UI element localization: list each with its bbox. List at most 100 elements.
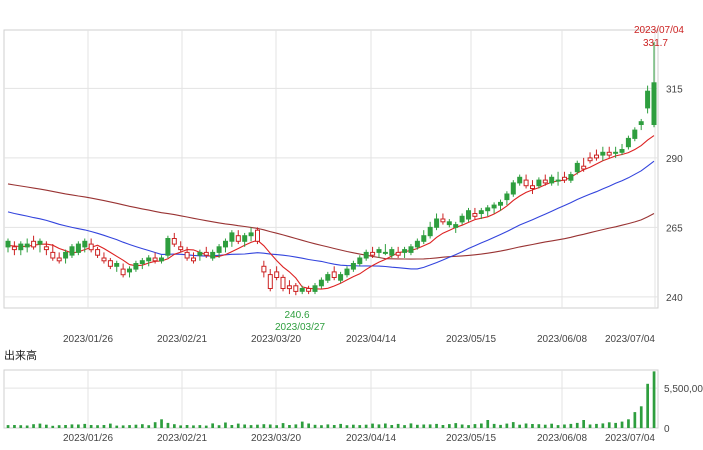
candle-body: [395, 251, 401, 256]
candle: [107, 257, 113, 270]
volume-bar: [543, 424, 547, 428]
volume-bar: [211, 423, 214, 428]
candle: [395, 246, 401, 258]
candle: [446, 219, 452, 228]
volume-bar: [409, 423, 413, 428]
volume-bar: [192, 425, 195, 428]
volume-bar: [595, 423, 598, 428]
candle: [50, 244, 56, 261]
candle: [632, 127, 638, 142]
price-x-tick-label: 2023/04/14: [346, 334, 396, 345]
candle-body: [376, 249, 382, 253]
candle-body: [248, 232, 254, 237]
candle: [261, 260, 267, 278]
volume-x-tick-label: 2023/04/14: [346, 433, 396, 444]
candle-body: [389, 249, 395, 256]
candle-body: [510, 182, 516, 195]
candle-body: [536, 179, 542, 187]
volume-bar: [467, 425, 470, 428]
candle: [459, 213, 465, 225]
candle: [350, 260, 356, 272]
price-x-tick-label: 2023/07/04: [605, 334, 655, 345]
candle: [286, 280, 292, 295]
candle-body: [594, 154, 599, 159]
candle-body: [69, 246, 75, 256]
candle: [312, 282, 318, 295]
candle: [120, 263, 126, 278]
volume-bar: [236, 423, 240, 428]
volume-bar: [57, 425, 61, 428]
volume-bar: [204, 425, 208, 428]
volume-bar: [511, 422, 515, 428]
candle: [331, 266, 337, 281]
candle: [43, 241, 49, 256]
volume-bar: [256, 424, 259, 428]
volume-bar: [224, 422, 227, 428]
candle: [536, 177, 542, 189]
candle-body: [574, 162, 580, 173]
volume-bar: [524, 423, 528, 428]
volume-x-tick-label: 2023/01/26: [63, 433, 113, 444]
volume-bar: [32, 424, 35, 428]
volume-bar: [416, 424, 419, 428]
volume-bar: [505, 423, 509, 428]
candle: [325, 271, 331, 283]
candle-body: [127, 268, 132, 273]
volume-bar: [115, 425, 119, 428]
candle-body: [178, 246, 184, 251]
candle-body: [600, 151, 606, 156]
candle-body: [11, 246, 17, 251]
candle: [594, 149, 599, 161]
candle-body: [581, 165, 587, 170]
volume-bar: [377, 424, 381, 428]
price-x-tick-label: 2023/03/20: [251, 334, 301, 345]
candle-body: [466, 210, 471, 220]
candle-body: [133, 263, 139, 270]
candle-body: [382, 251, 388, 254]
volume-bar: [569, 423, 573, 428]
candle-body: [210, 251, 216, 259]
volume-bar: [646, 383, 649, 428]
volume-bar: [70, 424, 74, 428]
price-x-tick-label: 2023/01/26: [63, 334, 113, 345]
volume-bar: [358, 425, 362, 428]
candle: [574, 160, 580, 175]
volume-bar: [179, 425, 182, 428]
candle: [139, 257, 145, 270]
candle-body: [274, 271, 280, 278]
candle: [267, 269, 273, 292]
candle: [338, 271, 344, 283]
volume-bar: [288, 425, 291, 428]
volume-bar: [575, 422, 579, 428]
volume-bar: [134, 424, 138, 428]
candle: [280, 274, 286, 292]
candle: [363, 249, 369, 261]
candle: [11, 241, 17, 256]
volume-bar: [160, 419, 163, 428]
candle: [427, 221, 433, 239]
candle: [568, 171, 574, 183]
candle: [344, 266, 350, 278]
high-date-annotation: 2023/07/04: [634, 25, 684, 36]
candle-body: [280, 276, 286, 289]
volume-plot-frame: [3, 369, 659, 429]
candle-body: [312, 285, 318, 292]
volume-x-tick-label: 2023/05/15: [446, 433, 496, 444]
volume-bar: [89, 425, 93, 428]
volume-bar: [403, 425, 406, 428]
candle: [555, 171, 561, 186]
candle: [165, 235, 171, 258]
candle: [235, 230, 241, 245]
volume-bar: [556, 425, 560, 428]
candle-body: [261, 265, 267, 273]
volume-bar: [198, 425, 202, 428]
candle: [542, 174, 548, 186]
candle-body: [235, 235, 241, 242]
candle-body: [229, 232, 235, 242]
candle-body: [357, 257, 363, 265]
candle-body: [402, 249, 408, 253]
candle: [472, 207, 478, 220]
candle-body: [587, 157, 593, 162]
candle-body: [568, 174, 574, 181]
